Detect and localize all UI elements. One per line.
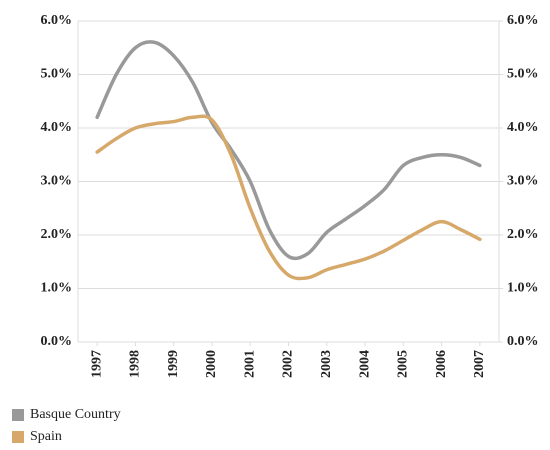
y2-tick-label: 6.0% bbox=[507, 13, 539, 28]
y-tick-label: 1.0% bbox=[41, 281, 73, 296]
y2-tick-label: 2.0% bbox=[507, 227, 539, 242]
legend-label: Basque Country bbox=[30, 407, 121, 422]
series-line bbox=[95, 114, 482, 281]
x-tick-label: 2000 bbox=[204, 350, 219, 378]
y-tick-label: 0.0% bbox=[41, 334, 73, 349]
x-tick-label: 1997 bbox=[89, 350, 104, 378]
y-tick-label: 6.0% bbox=[41, 13, 73, 28]
x-tick-label: 2002 bbox=[281, 350, 296, 378]
y-tick-label: 3.0% bbox=[41, 174, 73, 189]
y2-tick-label: 4.0% bbox=[507, 120, 539, 135]
x-tick-label: 1999 bbox=[166, 350, 181, 378]
y2-tick-label: 1.0% bbox=[507, 281, 539, 296]
y2-tick-label: 3.0% bbox=[507, 174, 539, 189]
x-tick-label: 2004 bbox=[357, 350, 372, 378]
legend-swatch bbox=[12, 431, 24, 443]
y-tick-label: 5.0% bbox=[41, 67, 73, 82]
x-tick-label: 2001 bbox=[242, 350, 257, 378]
x-tick-label: 2006 bbox=[434, 350, 449, 378]
x-tick-label: 2003 bbox=[319, 350, 334, 378]
y2-tick-label: 5.0% bbox=[507, 67, 539, 82]
y-tick-label: 2.0% bbox=[41, 227, 73, 242]
x-tick-label: 1998 bbox=[128, 350, 143, 378]
legend-swatch bbox=[12, 409, 24, 421]
x-tick-label: 2005 bbox=[396, 350, 411, 378]
y2-tick-label: 0.0% bbox=[507, 334, 539, 349]
x-tick-label: 2007 bbox=[472, 350, 487, 378]
legend-label: Spain bbox=[30, 429, 62, 444]
y-tick-label: 4.0% bbox=[41, 120, 73, 135]
series-line bbox=[95, 40, 482, 261]
